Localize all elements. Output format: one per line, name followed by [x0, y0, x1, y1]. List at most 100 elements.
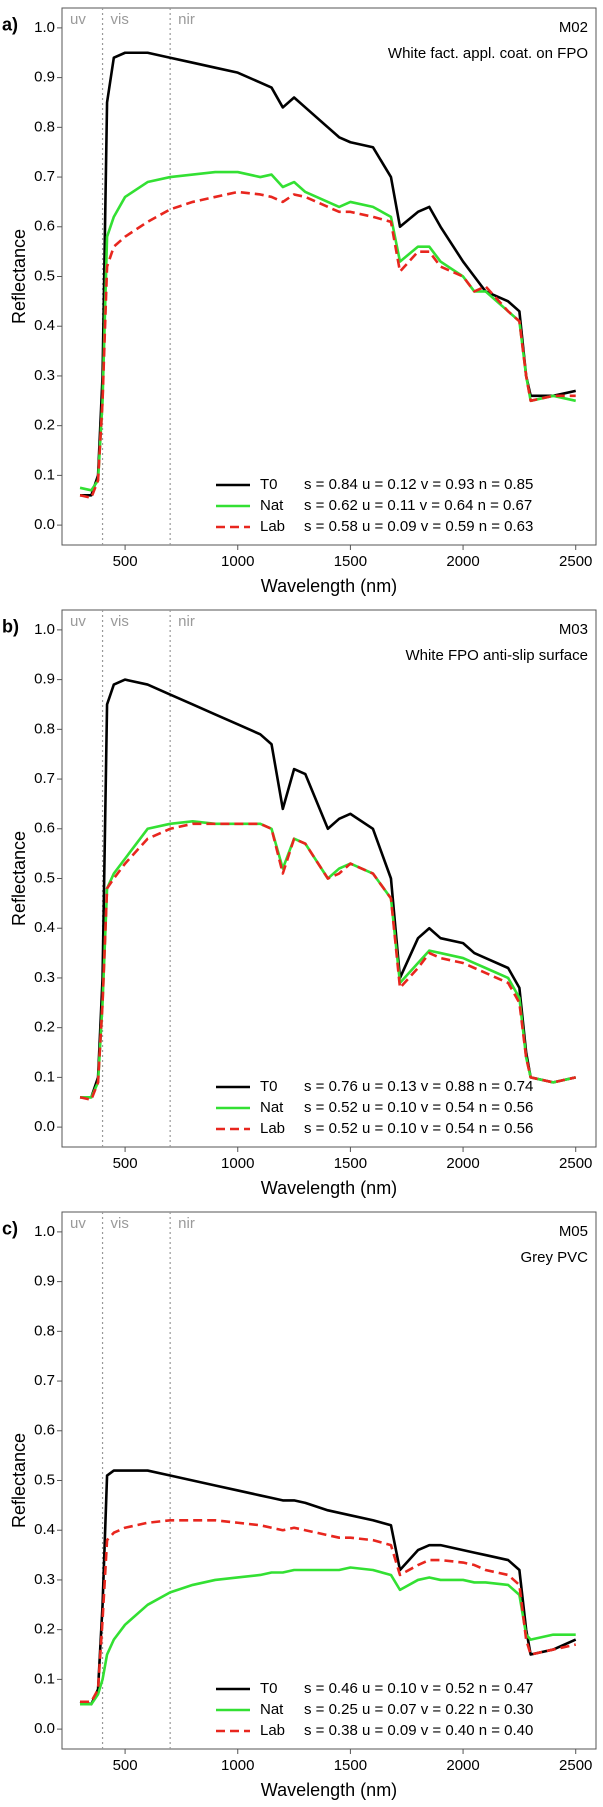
region-label: nir — [178, 1215, 195, 1232]
region-label: nir — [178, 11, 195, 28]
legend-name: Nat — [260, 1099, 284, 1116]
spectrum-line — [79, 822, 577, 1102]
y-tick-label: 0.1 — [34, 1068, 55, 1085]
region-label: vis — [111, 613, 129, 630]
x-tick-label: 1500 — [334, 1155, 367, 1172]
x-tick-label: 2000 — [446, 1757, 479, 1774]
y-tick-label: 0.6 — [34, 820, 55, 837]
y-tick-label: 0.4 — [34, 317, 55, 334]
region-label: uv — [70, 613, 86, 630]
chart-subtitle: White FPO anti-slip surface — [405, 647, 588, 664]
y-tick-label: 0.5 — [34, 267, 55, 284]
spectrum-line — [79, 190, 576, 500]
legend-name: T0 — [260, 1680, 278, 1697]
panel-letter: a) — [2, 15, 18, 35]
y-tick-label: 0.4 — [34, 919, 55, 936]
y-axis-title: Reflectance — [9, 831, 29, 926]
spectrum-line — [79, 170, 577, 492]
y-tick-label: 0.9 — [34, 671, 55, 688]
region-label: uv — [70, 1215, 86, 1232]
y-tick-label: 0.6 — [34, 218, 55, 235]
y-tick-label: 0.7 — [34, 770, 55, 787]
y-tick-label: 0.7 — [34, 1372, 55, 1389]
y-tick-label: 0.0 — [34, 1720, 55, 1737]
region-label: vis — [111, 11, 129, 28]
region-label: nir — [178, 613, 195, 630]
y-tick-label: 1.0 — [34, 1223, 55, 1240]
spectrum-line — [80, 678, 577, 1099]
region-label: vis — [111, 1215, 129, 1232]
legend-name: Nat — [260, 1701, 284, 1718]
x-tick-label: 1000 — [221, 553, 254, 570]
y-tick-label: 0.0 — [34, 516, 55, 533]
y-tick-label: 0.2 — [34, 417, 55, 434]
y-tick-label: 0.5 — [34, 1471, 55, 1488]
y-tick-label: 0.8 — [34, 1322, 55, 1339]
y-tick-label: 0.7 — [34, 168, 55, 185]
legend-stats: s = 0.25 u = 0.07 v = 0.22 n = 0.30 — [304, 1701, 533, 1718]
legend-name: T0 — [260, 1078, 278, 1095]
plot-frame — [61, 7, 597, 546]
x-tick-label: 1500 — [334, 1757, 367, 1774]
y-tick-label: 0.2 — [34, 1019, 55, 1036]
x-tick-label: 2500 — [559, 1155, 592, 1172]
y-axis-title: Reflectance — [9, 229, 29, 324]
spectrum-line — [80, 1566, 576, 1706]
legend-stats: s = 0.58 u = 0.09 v = 0.59 n = 0.63 — [304, 518, 533, 535]
x-axis-title: Wavelength (nm) — [261, 1780, 397, 1800]
panel-letter: c) — [2, 1219, 18, 1239]
y-tick-label: 0.4 — [34, 1521, 55, 1538]
x-tick-label: 1500 — [334, 553, 367, 570]
y-axis-title: Reflectance — [9, 1433, 29, 1528]
x-tick-label: 1000 — [221, 1155, 254, 1172]
chart-title: M02 — [559, 19, 588, 36]
legend-name: Nat — [260, 497, 284, 514]
y-tick-label: 0.0 — [34, 1118, 55, 1135]
y-tick-label: 1.0 — [34, 621, 55, 638]
legend-name: Lab — [260, 1120, 285, 1137]
y-tick-label: 0.9 — [34, 69, 55, 86]
y-tick-label: 0.8 — [34, 118, 55, 135]
legend-stats: s = 0.62 u = 0.11 v = 0.64 n = 0.67 — [304, 497, 532, 514]
x-axis-title: Wavelength (nm) — [261, 576, 397, 596]
x-tick-label: 2500 — [559, 553, 592, 570]
chart-title: M03 — [559, 621, 588, 638]
chart-subtitle: White fact. appl. coat. on FPO — [388, 45, 588, 62]
legend-stats: s = 0.76 u = 0.13 v = 0.88 n = 0.74 — [304, 1078, 533, 1095]
y-tick-label: 0.1 — [34, 466, 55, 483]
x-tick-label: 2000 — [446, 1155, 479, 1172]
x-tick-label: 2000 — [446, 553, 479, 570]
spectrum-line — [80, 51, 577, 497]
plot-frame — [61, 1211, 597, 1750]
x-tick-label: 2500 — [559, 1757, 592, 1774]
x-tick-label: 500 — [113, 1757, 138, 1774]
y-tick-label: 1.0 — [34, 19, 55, 36]
chart-title: M05 — [559, 1223, 588, 1240]
legend-name: T0 — [260, 476, 278, 493]
x-tick-label: 500 — [113, 553, 138, 570]
y-tick-label: 0.5 — [34, 869, 55, 886]
spectrum-line — [80, 1518, 577, 1704]
legend-stats: s = 0.38 u = 0.09 v = 0.40 n = 0.40 — [304, 1722, 533, 1739]
y-tick-label: 0.3 — [34, 969, 55, 986]
y-tick-label: 0.9 — [34, 1273, 55, 1290]
region-label: uv — [70, 11, 86, 28]
spectrum-line — [79, 1469, 577, 1706]
legend-stats: s = 0.52 u = 0.10 v = 0.54 n = 0.56 — [304, 1099, 533, 1116]
legend-name: Lab — [260, 1722, 285, 1739]
legend-stats: s = 0.52 u = 0.10 v = 0.54 n = 0.56 — [304, 1120, 533, 1137]
y-tick-label: 0.3 — [34, 1571, 55, 1588]
y-tick-label: 0.2 — [34, 1621, 55, 1638]
spectrum-line — [80, 820, 577, 1099]
x-tick-label: 1000 — [221, 1757, 254, 1774]
y-tick-label: 0.6 — [34, 1422, 55, 1439]
legend-name: Lab — [260, 518, 285, 535]
y-tick-label: 0.1 — [34, 1670, 55, 1687]
x-tick-label: 500 — [113, 1155, 138, 1172]
x-axis-title: Wavelength (nm) — [261, 1178, 397, 1198]
legend-stats: s = 0.46 u = 0.10 v = 0.52 n = 0.47 — [304, 1680, 533, 1697]
chart-subtitle: Grey PVC — [520, 1249, 588, 1266]
legend-stats: s = 0.84 u = 0.12 v = 0.93 n = 0.85 — [304, 476, 533, 493]
y-tick-label: 0.3 — [34, 367, 55, 384]
